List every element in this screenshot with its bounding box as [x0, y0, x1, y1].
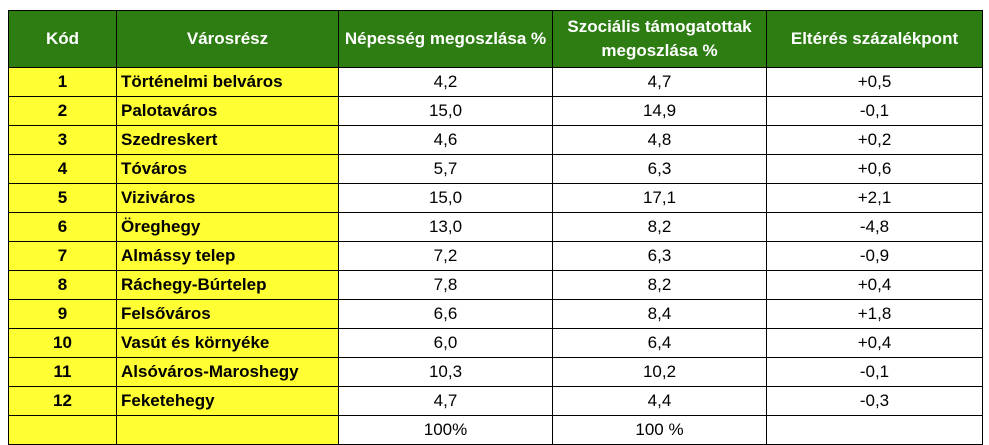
social-support-share-cell: 4,7: [552, 67, 767, 97]
district-name-cell: Ráchegy-Búrtelep: [116, 270, 339, 300]
district-name-cell: Vasút és környéke: [116, 328, 339, 358]
social-support-share-cell: 8,2: [552, 270, 767, 300]
social-support-share-cell: 14,9: [552, 96, 767, 126]
code-cell: 11: [8, 357, 117, 387]
district-name-cell: Tóváros: [116, 154, 339, 184]
difference-cell: +1,8: [766, 299, 983, 329]
difference-cell: +0,6: [766, 154, 983, 184]
population-share-cell: 7,8: [338, 270, 553, 300]
difference-cell: +0,4: [766, 270, 983, 300]
social-support-share-cell: 8,2: [552, 212, 767, 242]
header-code: Kód: [8, 10, 117, 68]
population-share-cell: 4,2: [338, 67, 553, 97]
code-cell: 4: [8, 154, 117, 184]
table-row: 2 Palotaváros 15,0 14,9 -0,1: [8, 96, 983, 126]
total-population-share-cell: 100%: [338, 415, 553, 445]
header-difference: Eltérés százalékpont: [766, 10, 983, 68]
social-support-share-cell: 8,4: [552, 299, 767, 329]
social-support-share-cell: 6,4: [552, 328, 767, 358]
district-name-cell: Feketehegy: [116, 386, 339, 416]
social-support-share-cell: 4,8: [552, 125, 767, 155]
table-row: 5 Viziváros 15,0 17,1 +2,1: [8, 183, 983, 213]
district-name-cell: Szedreskert: [116, 125, 339, 155]
code-cell: 8: [8, 270, 117, 300]
table-row: 8 Ráchegy-Búrtelep 7,8 8,2 +0,4: [8, 270, 983, 300]
code-cell: 7: [8, 241, 117, 271]
table-row: 3 Szedreskert 4,6 4,8 +0,2: [8, 125, 983, 155]
total-district-name-cell: [116, 415, 339, 445]
district-name-cell: Viziváros: [116, 183, 339, 213]
code-cell: 12: [8, 386, 117, 416]
population-share-cell: 13,0: [338, 212, 553, 242]
population-share-cell: 4,6: [338, 125, 553, 155]
population-share-cell: 10,3: [338, 357, 553, 387]
difference-cell: +2,1: [766, 183, 983, 213]
population-share-cell: 6,0: [338, 328, 553, 358]
code-cell: 5: [8, 183, 117, 213]
difference-cell: +0,5: [766, 67, 983, 97]
difference-cell: +0,4: [766, 328, 983, 358]
code-cell: 6: [8, 212, 117, 242]
table-row: 1 Történelmi belváros 4,2 4,7 +0,5: [8, 67, 983, 97]
code-cell: 9: [8, 299, 117, 329]
header-district: Városrész: [116, 10, 339, 68]
difference-cell: -0,3: [766, 386, 983, 416]
total-code-cell: [8, 415, 117, 445]
total-social-support-share-cell: 100 %: [552, 415, 767, 445]
population-share-cell: 6,6: [338, 299, 553, 329]
difference-cell: -0,1: [766, 357, 983, 387]
population-share-cell: 5,7: [338, 154, 553, 184]
district-distribution-table: Kód Városrész Népesség megoszlása % Szoc…: [8, 10, 983, 445]
difference-cell: -4,8: [766, 212, 983, 242]
district-name-cell: Almássy telep: [116, 241, 339, 271]
table-row: 9 Felsőváros 6,6 8,4 +1,8: [8, 299, 983, 329]
difference-cell: +0,2: [766, 125, 983, 155]
social-support-share-cell: 10,2: [552, 357, 767, 387]
header-social: Szociális támogatottak megoszlása %: [552, 10, 767, 68]
social-support-share-cell: 6,3: [552, 241, 767, 271]
table-row: 7 Almássy telep 7,2 6,3 -0,9: [8, 241, 983, 271]
code-cell: 3: [8, 125, 117, 155]
table-row: 10 Vasút és környéke 6,0 6,4 +0,4: [8, 328, 983, 358]
social-support-share-cell: 6,3: [552, 154, 767, 184]
table-row: 4 Tóváros 5,7 6,3 +0,6: [8, 154, 983, 184]
district-name-cell: Történelmi belváros: [116, 67, 339, 97]
table-header: Kód Városrész Népesség megoszlása % Szoc…: [8, 10, 983, 68]
table-row: 6 Öreghegy 13,0 8,2 -4,8: [8, 212, 983, 242]
district-name-cell: Felsőváros: [116, 299, 339, 329]
social-support-share-cell: 4,4: [552, 386, 767, 416]
code-cell: 10: [8, 328, 117, 358]
table-row: 11 Alsóváros-Maroshegy 10,3 10,2 -0,1: [8, 357, 983, 387]
population-share-cell: 15,0: [338, 96, 553, 126]
difference-cell: -0,1: [766, 96, 983, 126]
difference-cell: -0,9: [766, 241, 983, 271]
code-cell: 2: [8, 96, 117, 126]
totals-row: 100% 100 %: [8, 415, 983, 445]
population-share-cell: 7,2: [338, 241, 553, 271]
district-name-cell: Öreghegy: [116, 212, 339, 242]
population-share-cell: 15,0: [338, 183, 553, 213]
code-cell: 1: [8, 67, 117, 97]
district-name-cell: Alsóváros-Maroshegy: [116, 357, 339, 387]
table-row: 12 Feketehegy 4,7 4,4 -0,3: [8, 386, 983, 416]
table-body: 1 Történelmi belváros 4,2 4,7 +0,5 2 Palotavár…: [8, 67, 983, 445]
social-support-share-cell: 17,1: [552, 183, 767, 213]
header-population: Népesség megoszlása %: [338, 10, 553, 68]
district-name-cell: Palotaváros: [116, 96, 339, 126]
header-row: Kód Városrész Népesség megoszlása % Szoc…: [8, 10, 983, 68]
population-share-cell: 4,7: [338, 386, 553, 416]
total-difference-cell: [766, 415, 983, 445]
